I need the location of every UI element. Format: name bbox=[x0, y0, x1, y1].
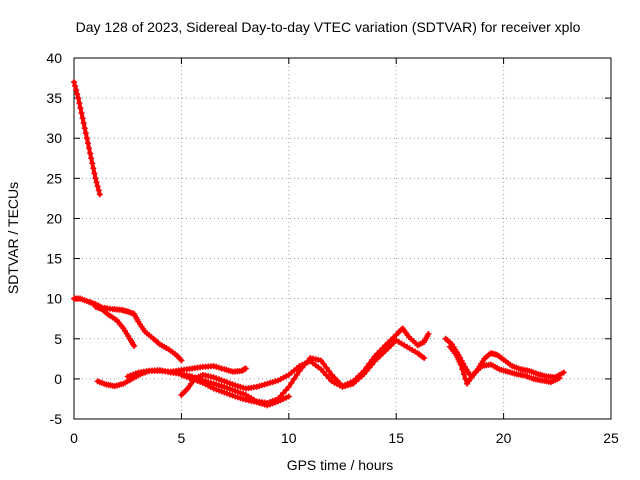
y-tick-label: 10 bbox=[46, 291, 62, 307]
data-point bbox=[75, 95, 82, 102]
data-point bbox=[460, 371, 467, 378]
x-tick-label: 20 bbox=[496, 430, 512, 446]
series-arc-6 bbox=[178, 337, 428, 398]
series-arc-3 bbox=[92, 303, 138, 349]
series-arc-9 bbox=[446, 343, 563, 387]
data-point bbox=[81, 125, 88, 132]
data-point bbox=[72, 83, 79, 90]
series-arc-1 bbox=[71, 79, 103, 198]
y-tick-label: 20 bbox=[46, 210, 62, 226]
y-tick-label: 5 bbox=[54, 331, 62, 347]
data-point bbox=[459, 366, 466, 373]
data-point bbox=[90, 165, 97, 172]
data-point bbox=[88, 155, 95, 162]
y-tick-label: -5 bbox=[50, 411, 63, 427]
y-axis-title: SDTVAR / TECUs bbox=[5, 182, 21, 294]
series-arc-7 bbox=[178, 371, 292, 409]
data-point bbox=[242, 365, 249, 372]
data-point bbox=[326, 375, 333, 382]
data-point bbox=[92, 175, 99, 182]
x-tick-label: 5 bbox=[178, 430, 186, 446]
data-point bbox=[79, 115, 86, 122]
data-point bbox=[323, 372, 330, 379]
x-tick-label: 0 bbox=[70, 430, 78, 446]
y-tick-label: 35 bbox=[46, 90, 62, 106]
data-point bbox=[323, 364, 330, 371]
series-trail bbox=[125, 326, 431, 405]
x-tick-label: 25 bbox=[603, 430, 619, 446]
x-tick-label: 15 bbox=[388, 430, 404, 446]
data-point bbox=[86, 145, 93, 152]
data-point bbox=[280, 389, 287, 396]
data-point bbox=[291, 375, 298, 382]
x-tick-label: 10 bbox=[281, 430, 297, 446]
y-tick-label: 25 bbox=[46, 170, 62, 186]
series-arc-2 bbox=[71, 295, 185, 364]
data-point bbox=[78, 110, 85, 117]
data-point bbox=[318, 357, 325, 364]
data-point bbox=[326, 368, 333, 375]
data-point bbox=[80, 120, 87, 127]
data-point bbox=[93, 179, 100, 186]
data-point bbox=[283, 386, 290, 393]
plot-frame bbox=[73, 57, 612, 420]
chart-title: Day 128 of 2023, Sidereal Day-to-day VTE… bbox=[76, 19, 581, 35]
data-point bbox=[320, 361, 327, 368]
data-point bbox=[96, 191, 103, 198]
data-point bbox=[91, 170, 98, 177]
data-point bbox=[94, 183, 101, 190]
grid-lines bbox=[74, 58, 611, 419]
x-axis-title: GPS time / hours bbox=[287, 457, 394, 473]
data-point bbox=[76, 100, 83, 107]
data-point bbox=[288, 379, 295, 386]
series-trail bbox=[72, 296, 184, 363]
data-series bbox=[71, 79, 567, 409]
y-tick-label: 30 bbox=[46, 130, 62, 146]
data-point bbox=[74, 91, 81, 98]
data-point bbox=[285, 383, 292, 390]
data-point bbox=[293, 371, 300, 378]
data-point bbox=[318, 366, 325, 373]
data-point bbox=[82, 130, 89, 137]
data-point bbox=[369, 361, 376, 368]
data-point bbox=[95, 187, 102, 194]
data-point bbox=[73, 87, 80, 94]
data-point bbox=[285, 393, 292, 400]
data-point bbox=[89, 160, 96, 167]
data-point bbox=[556, 375, 563, 382]
data-point bbox=[177, 356, 184, 363]
data-point bbox=[421, 355, 428, 362]
data-point bbox=[77, 105, 84, 112]
data-point bbox=[366, 364, 373, 371]
data-point bbox=[425, 330, 432, 337]
y-tick-label: 15 bbox=[46, 251, 62, 267]
axis-ticks: 0 5 10 15 20 25 -5 0 5 10 15 20 25 30 35 40 bbox=[46, 50, 619, 446]
series-arc-4 bbox=[94, 363, 249, 390]
y-tick-label: 40 bbox=[46, 50, 62, 66]
data-point bbox=[87, 150, 94, 157]
data-point bbox=[360, 371, 367, 378]
data-point bbox=[457, 361, 464, 368]
data-point bbox=[363, 367, 370, 374]
data-point bbox=[84, 140, 91, 147]
data-point bbox=[178, 357, 185, 364]
data-point bbox=[131, 342, 138, 349]
series-arc-5 bbox=[124, 325, 432, 406]
data-point bbox=[83, 135, 90, 142]
data-point bbox=[560, 369, 567, 376]
data-point bbox=[320, 369, 327, 376]
y-tick-label: 0 bbox=[54, 371, 62, 387]
data-point bbox=[71, 79, 77, 86]
